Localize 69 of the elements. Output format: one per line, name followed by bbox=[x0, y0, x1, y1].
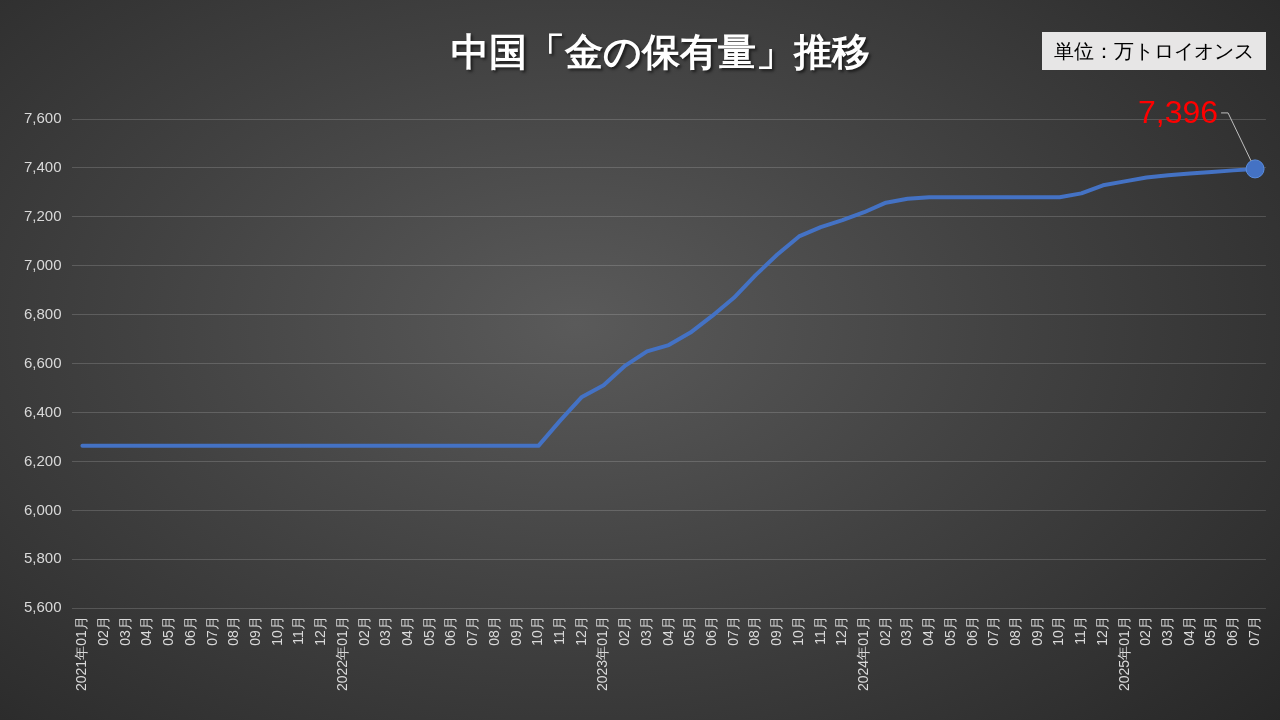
x-tick-label: 12月 bbox=[833, 616, 850, 646]
x-tick-label: 06月 bbox=[963, 616, 980, 646]
x-tick-label: 2022年01月 bbox=[333, 616, 350, 691]
x-tick-label: 05月 bbox=[941, 616, 958, 646]
x-tick-label: 05月 bbox=[160, 616, 177, 646]
y-tick-label: 6,600 bbox=[23, 353, 62, 371]
x-tick-label: 02月 bbox=[616, 616, 633, 646]
x-tick-label: 10月 bbox=[529, 616, 546, 646]
x-tick-label: 10月 bbox=[789, 616, 806, 646]
x-tick-label: 06月 bbox=[1224, 616, 1241, 646]
y-tick-label: 6,400 bbox=[23, 402, 62, 420]
x-tick-label: 07月 bbox=[203, 616, 220, 646]
x-tick-label: 2021年01月 bbox=[73, 616, 90, 691]
x-tick-label: 09月 bbox=[768, 616, 785, 646]
x-tick-label: 10月 bbox=[268, 616, 285, 646]
x-tick-label: 09月 bbox=[1028, 616, 1045, 646]
x-tick-label: 04月 bbox=[138, 616, 155, 646]
x-tick-label: 03月 bbox=[898, 616, 915, 646]
x-tick-label: 06月 bbox=[703, 616, 720, 646]
y-tick-label: 6,000 bbox=[23, 500, 62, 518]
x-tick-label: 10月 bbox=[1050, 616, 1067, 646]
y-tick-label: 7,400 bbox=[23, 158, 62, 176]
x-tick-label: 07月 bbox=[464, 616, 481, 646]
text: 単位：万トロイオンス bbox=[1042, 32, 1266, 70]
y-tick-label: 5,600 bbox=[23, 598, 62, 616]
data-label: 7,396 bbox=[1137, 93, 1219, 130]
x-tick-label: 07月 bbox=[1245, 616, 1262, 646]
x-tick-label: 2024年01月 bbox=[855, 616, 872, 691]
y-tick-label: 7,000 bbox=[23, 255, 62, 273]
x-tick-label: 06月 bbox=[442, 616, 459, 646]
x-tick-label: 11月 bbox=[290, 616, 307, 645]
x-tick-label: 11月 bbox=[811, 616, 828, 645]
x-tick-label: 08月 bbox=[1007, 616, 1024, 646]
x-tick-label: 04月 bbox=[399, 616, 415, 646]
x-tick-label: 06月 bbox=[181, 616, 198, 646]
x-tick-label: 05月 bbox=[1202, 616, 1219, 646]
x-tick-label: 04月 bbox=[1180, 616, 1197, 646]
y-tick-label: 6,800 bbox=[23, 304, 62, 322]
x-tick-label: 08月 bbox=[225, 616, 242, 646]
x-tick-label: 02月 bbox=[1137, 616, 1154, 646]
y-tick-label: 6,200 bbox=[23, 451, 62, 469]
x-tick-label: 11月 bbox=[1072, 616, 1089, 645]
y-tick-label: 7,200 bbox=[23, 207, 62, 224]
x-tick-label: 04月 bbox=[659, 616, 676, 646]
x-tick-label: 2023年01月 bbox=[594, 616, 611, 691]
chart-title: 中国「金の保有量」推移 bbox=[450, 31, 870, 73]
x-tick-label: 05月 bbox=[681, 616, 698, 646]
x-tick-label: 2025年01月 bbox=[1115, 616, 1132, 691]
x-tick-label: 08月 bbox=[485, 616, 502, 646]
y-tick-label: 7,600 bbox=[23, 109, 62, 127]
x-tick-label: 08月 bbox=[746, 616, 763, 646]
x-tick-label: 05月 bbox=[420, 616, 437, 646]
y-tick-label: 5,800 bbox=[23, 549, 62, 567]
x-tick-label: 02月 bbox=[876, 616, 893, 646]
x-tick-label: 02月 bbox=[94, 616, 111, 646]
x-tick-label: 12月 bbox=[1093, 616, 1110, 646]
x-tick-label: 03月 bbox=[637, 616, 654, 646]
x-tick-label: 04月 bbox=[920, 616, 937, 646]
x-tick-label: 07月 bbox=[985, 616, 1002, 646]
x-tick-label: 03月 bbox=[116, 616, 133, 646]
x-tick-label: 03月 bbox=[377, 616, 394, 646]
x-tick-label: 03月 bbox=[1159, 616, 1176, 646]
x-tick-label: 09月 bbox=[507, 616, 524, 646]
x-tick-label: 07月 bbox=[724, 616, 741, 646]
x-tick-label: 12月 bbox=[312, 616, 329, 646]
x-tick-label: 12月 bbox=[572, 616, 589, 646]
x-tick-label: 02月 bbox=[355, 616, 372, 646]
x-tick-label: 09月 bbox=[246, 616, 263, 646]
x-tick-label: 11月 bbox=[551, 616, 568, 645]
